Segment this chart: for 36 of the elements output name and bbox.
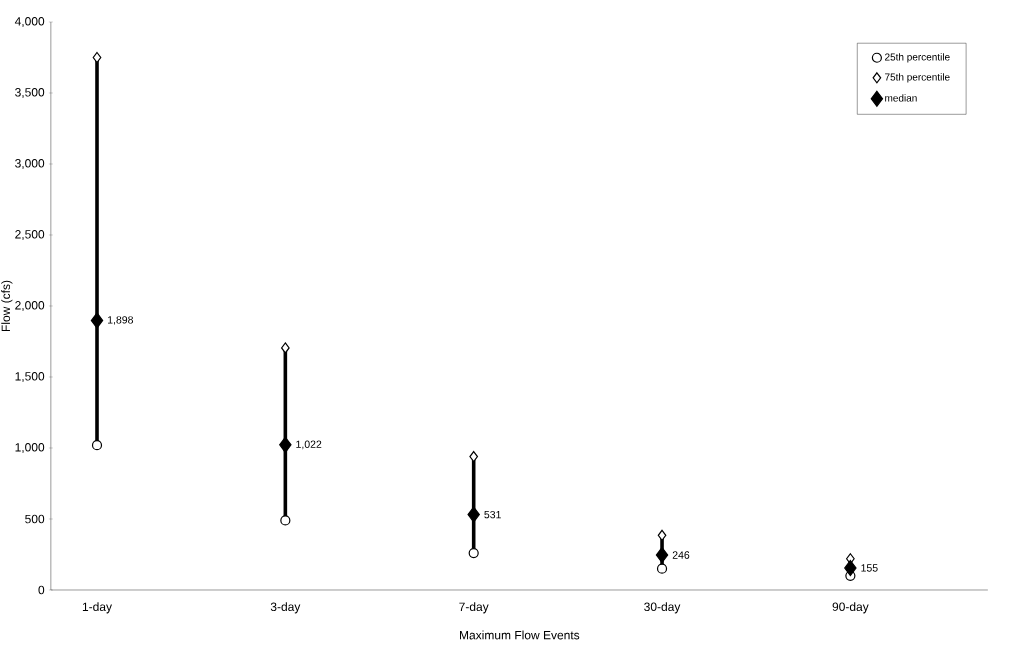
x-tick-label: 7-day bbox=[459, 602, 489, 614]
y-axis-title: Flow (cfs) bbox=[1, 280, 13, 332]
data-label: 1,898 bbox=[108, 316, 134, 325]
legend-label: median bbox=[885, 94, 917, 102]
point bbox=[657, 529, 667, 541]
y-tick-label: 4,000 bbox=[14, 17, 45, 27]
point bbox=[468, 547, 479, 559]
data-label: 155 bbox=[861, 564, 878, 572]
x-tick-label: 90-day bbox=[832, 602, 869, 614]
y-tick-label: 3,000 bbox=[15, 159, 45, 169]
legend-label: 75th percentile bbox=[885, 73, 950, 83]
y-tick-label: 0 bbox=[38, 585, 45, 595]
point bbox=[91, 440, 103, 451]
point bbox=[90, 312, 104, 329]
x-tick-label: 3-day bbox=[270, 602, 301, 614]
data-label: 1,022 bbox=[296, 440, 322, 450]
y-tick-label: 1,000 bbox=[15, 443, 45, 453]
point bbox=[467, 506, 480, 523]
x-tick-label: 30-day bbox=[644, 602, 681, 614]
point bbox=[655, 546, 669, 564]
y-tick-label: 3,500 bbox=[15, 88, 45, 98]
y-tick-label: 500 bbox=[25, 514, 45, 524]
y-tick-label: 1,500 bbox=[15, 372, 45, 382]
y-tick-label: 2,500 bbox=[15, 230, 45, 240]
data-label: 246 bbox=[672, 551, 690, 559]
point bbox=[844, 559, 857, 577]
point bbox=[280, 342, 290, 354]
data-label: 531 bbox=[484, 510, 501, 519]
point bbox=[92, 51, 102, 64]
y-tick-label: 2,000 bbox=[15, 301, 45, 311]
x-axis-title: Maximum Flow Events bbox=[460, 630, 580, 640]
x-tick-label: 1-day bbox=[82, 602, 112, 614]
point bbox=[279, 436, 292, 453]
point bbox=[280, 515, 291, 526]
point bbox=[656, 563, 668, 574]
legend-label: 25th percentile bbox=[885, 53, 950, 63]
